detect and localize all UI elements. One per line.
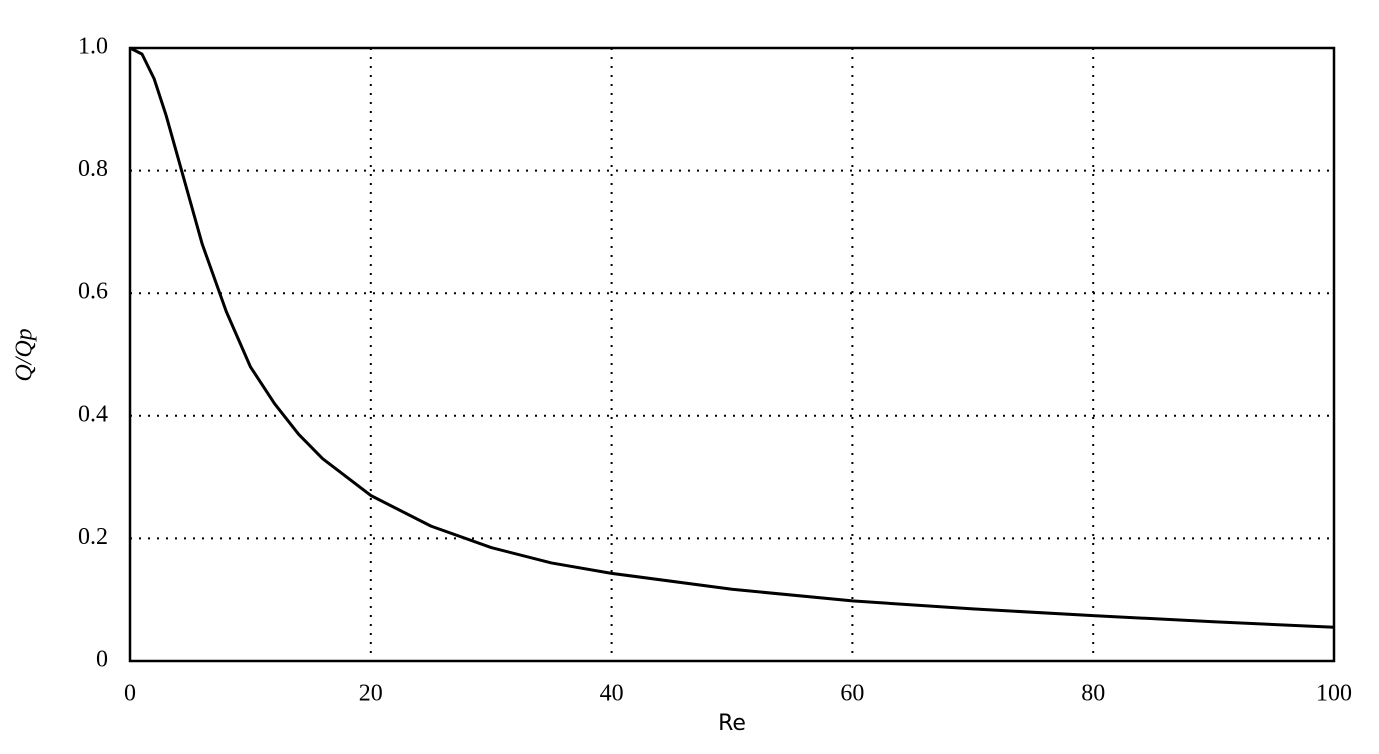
y-axis-label: Q/Qp xyxy=(12,328,38,381)
x-tick-label: 100 xyxy=(1316,681,1352,707)
y-tick-label: 0.6 xyxy=(78,279,108,305)
x-tick-label: 0 xyxy=(124,681,136,707)
data-line xyxy=(129,46,1335,629)
y-tick-label: 0.2 xyxy=(78,524,108,550)
x-axis-label: Re xyxy=(718,711,746,736)
y-tick-label: 0.8 xyxy=(78,156,108,182)
y-tick-label: 1.0 xyxy=(78,34,108,60)
x-tick-label: 20 xyxy=(359,681,383,707)
y-tick-label: 0 xyxy=(96,647,108,673)
x-tick-label: 40 xyxy=(600,681,624,707)
plot-frame xyxy=(128,46,1336,663)
y-tick-label: 0.4 xyxy=(78,401,108,427)
x-tick-label: 80 xyxy=(1081,681,1105,707)
x-tick-label: 60 xyxy=(840,681,864,707)
